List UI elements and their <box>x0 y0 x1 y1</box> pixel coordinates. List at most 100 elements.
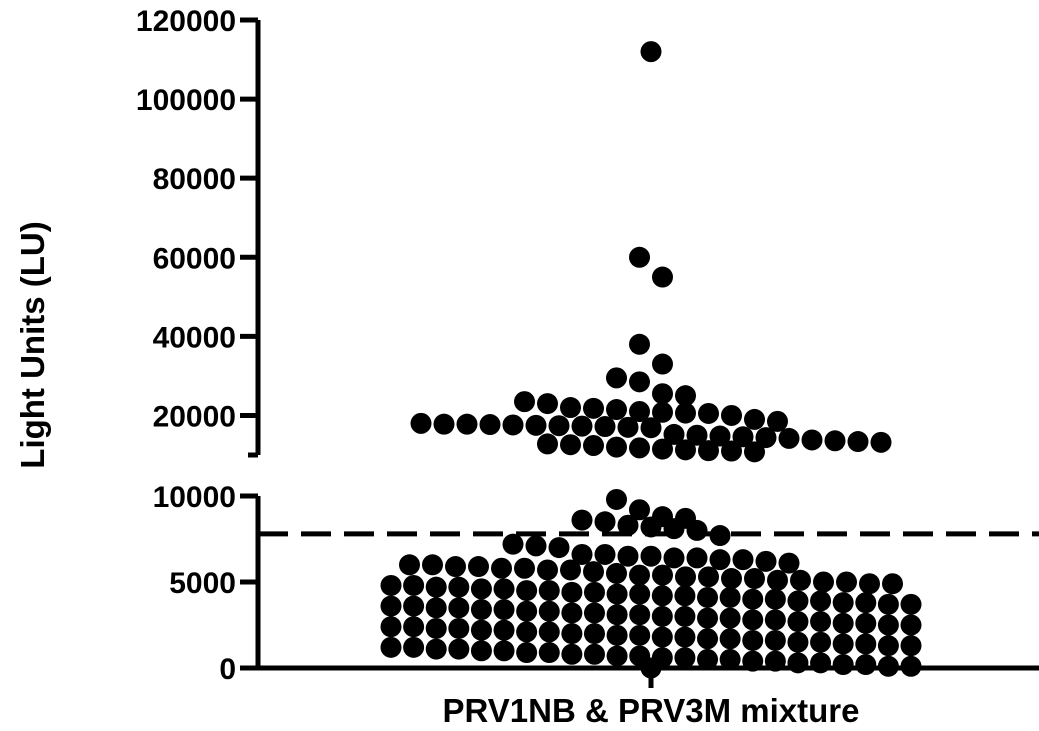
data-point <box>652 438 673 460</box>
y-tick-label: 80000 <box>153 163 236 196</box>
data-point <box>561 581 583 603</box>
data-point <box>445 556 466 578</box>
data-point <box>583 561 604 583</box>
data-point <box>493 640 515 662</box>
data-point <box>606 624 628 646</box>
data-point <box>663 423 685 445</box>
data-point <box>764 629 786 651</box>
data-point <box>470 640 492 662</box>
data-point <box>813 571 834 593</box>
data-points <box>380 41 922 679</box>
data-point <box>629 401 650 422</box>
data-point <box>698 566 719 588</box>
data-point <box>764 588 786 610</box>
data-point <box>594 416 616 438</box>
data-point <box>606 488 627 510</box>
data-point <box>832 654 854 676</box>
data-point <box>448 576 470 598</box>
data-point <box>787 611 809 633</box>
y-tick-label: 10000 <box>153 481 236 514</box>
data-point <box>675 402 696 424</box>
data-point <box>629 624 651 646</box>
data-point <box>606 399 627 421</box>
data-point <box>674 585 696 607</box>
data-point <box>380 595 402 617</box>
data-point <box>629 437 650 459</box>
data-point <box>697 648 719 670</box>
data-point <box>697 628 719 650</box>
y-tick-label: 40000 <box>153 321 236 354</box>
data-point <box>698 402 719 424</box>
data-point <box>560 397 581 419</box>
data-point <box>425 617 447 639</box>
data-point <box>709 549 731 571</box>
data-point <box>900 635 922 657</box>
data-point <box>744 408 765 430</box>
data-point <box>652 353 673 375</box>
data-point <box>900 614 922 636</box>
data-point <box>675 566 696 588</box>
data-point <box>810 631 832 653</box>
data-point <box>675 385 696 407</box>
data-point <box>399 554 420 576</box>
data-point <box>652 564 673 586</box>
data-point <box>832 612 854 634</box>
data-point <box>652 383 673 405</box>
data-point <box>787 631 809 653</box>
data-point <box>732 549 754 571</box>
y-tick-label: 20000 <box>153 400 236 433</box>
data-point <box>617 416 639 438</box>
data-point <box>425 576 447 598</box>
data-point <box>403 636 425 658</box>
data-point <box>640 41 662 63</box>
data-point <box>855 654 877 676</box>
data-point <box>719 586 741 608</box>
data-point <box>651 585 673 607</box>
data-point <box>493 599 515 621</box>
y-axis-title: Light Units (LU) <box>14 221 51 468</box>
data-point <box>719 648 741 670</box>
data-point <box>606 436 627 458</box>
data-point <box>832 633 854 655</box>
y-tick-label: 100000 <box>136 84 236 117</box>
data-point <box>606 562 627 584</box>
data-point <box>571 415 593 437</box>
data-point <box>709 525 731 547</box>
data-point <box>675 439 696 461</box>
data-point <box>877 635 899 657</box>
data-point <box>594 543 616 565</box>
data-point <box>606 645 628 667</box>
data-point <box>561 643 583 665</box>
data-point <box>538 621 560 643</box>
data-point <box>698 440 719 462</box>
data-point <box>583 397 604 419</box>
data-point <box>801 429 823 451</box>
data-point <box>629 246 650 268</box>
data-point <box>719 628 741 650</box>
data-point <box>877 614 899 636</box>
y-tick-label: 0 <box>219 653 236 686</box>
data-point <box>456 413 478 435</box>
data-point <box>516 642 538 664</box>
data-point <box>640 545 662 567</box>
data-point <box>617 545 639 567</box>
data-point <box>493 578 515 600</box>
data-point <box>629 333 650 355</box>
data-point <box>882 573 903 595</box>
data-point <box>425 597 447 619</box>
data-point <box>583 435 604 457</box>
data-point <box>448 617 470 639</box>
data-point <box>767 410 788 432</box>
data-point <box>470 599 492 621</box>
data-point <box>403 574 425 596</box>
data-point <box>674 605 696 627</box>
data-point <box>709 425 731 447</box>
data-point <box>516 580 538 602</box>
data-point <box>433 413 455 435</box>
data-point <box>721 568 742 590</box>
data-point <box>832 592 854 614</box>
y-axis-ticks: 0 5000 10000 20000 40000 60000 80000 100000 1200… <box>136 5 258 686</box>
data-point <box>538 642 560 664</box>
data-point <box>537 393 558 415</box>
